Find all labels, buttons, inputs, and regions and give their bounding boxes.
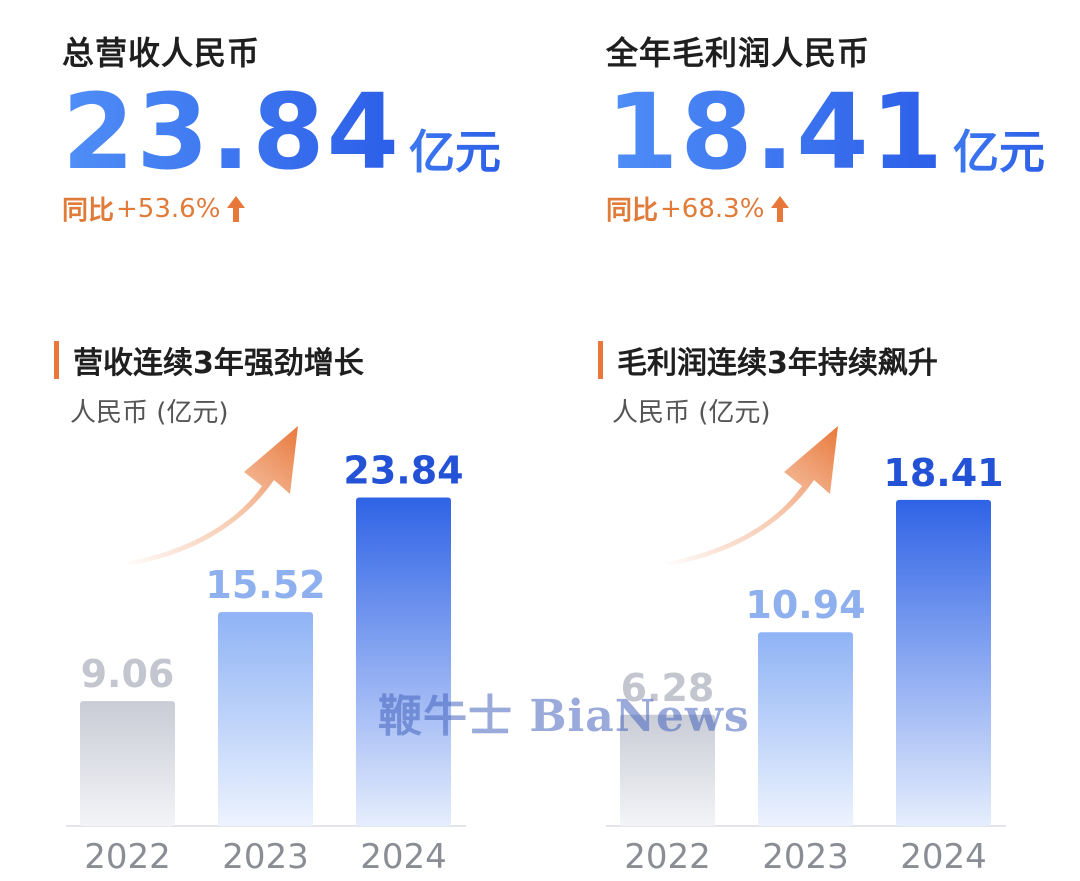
watermark: 鞭牛士 BiaNews bbox=[378, 691, 750, 742]
chart-title: 营收连续3年强劲增长 bbox=[73, 346, 364, 381]
kpi-value: 18.41 bbox=[606, 71, 945, 193]
value-label-2024: 18.41 bbox=[883, 451, 1003, 495]
unit-note: 人民币 (亿元) bbox=[612, 398, 771, 428]
bar-2023 bbox=[218, 612, 313, 826]
kpi-unit: 亿元 bbox=[409, 116, 501, 182]
revenue-bar-chart: 9.06 2022 15.52 2023 23.84 2024 bbox=[66, 426, 466, 877]
kpi-title: 全年毛利润人民币 bbox=[606, 34, 871, 72]
kpi-revenue: 总营收人民币 23.84 亿元 同比 +53.6% bbox=[62, 28, 501, 227]
value-label-2022: 9.06 bbox=[81, 652, 175, 696]
title-accent-bar bbox=[598, 341, 603, 379]
growth-arrow bbox=[126, 426, 298, 566]
yoy-value: +53.6% bbox=[116, 193, 221, 224]
title-accent-bar bbox=[54, 341, 59, 379]
up-arrow-icon bbox=[227, 195, 246, 222]
kpi-gross-profit: 全年毛利润人民币 18.41 亿元 同比 +68.3% bbox=[606, 28, 1045, 227]
tick-label-2022: 2022 bbox=[624, 837, 711, 877]
kpi-value-row: 18.41 亿元 bbox=[606, 80, 1045, 184]
value-label-2024: 23.84 bbox=[343, 449, 463, 493]
bar-2022 bbox=[80, 701, 175, 826]
bar-2024 bbox=[896, 499, 991, 826]
kpi-unit: 亿元 bbox=[953, 116, 1045, 182]
value-label-2023: 10.94 bbox=[745, 583, 865, 627]
value-label-2022: 6.28 bbox=[621, 666, 715, 710]
kpi-yoy: 同比 +68.3% bbox=[606, 190, 1045, 227]
value-label-2023: 15.52 bbox=[205, 563, 325, 607]
kpi-value: 23.84 bbox=[62, 71, 401, 193]
bar-2022 bbox=[620, 714, 715, 826]
kpi-yoy: 同比 +53.6% bbox=[62, 190, 501, 227]
bar-2024 bbox=[356, 497, 451, 826]
unit-note: 人民币 (亿元) bbox=[70, 398, 229, 428]
kpi-value-row: 23.84 亿元 bbox=[62, 80, 501, 184]
up-arrow-icon bbox=[771, 195, 790, 222]
chart-title-gross-profit: 毛利润连续3年持续飙升 bbox=[598, 338, 938, 382]
growth-arrow bbox=[666, 426, 838, 566]
yoy-label: 同比 bbox=[606, 196, 659, 226]
kpi-title: 总营收人民币 bbox=[62, 34, 261, 72]
chart-title: 毛利润连续3年持续飙升 bbox=[617, 346, 938, 381]
chart-title-revenue: 营收连续3年强劲增长 bbox=[54, 338, 364, 382]
gross-profit-bar-chart: 6.28 2022 10.94 2023 18.41 2024 bbox=[606, 426, 1006, 877]
tick-label-2023: 2023 bbox=[222, 837, 309, 877]
tick-label-2024: 2024 bbox=[360, 837, 447, 877]
tick-label-2024: 2024 bbox=[900, 837, 987, 877]
yoy-label: 同比 bbox=[62, 196, 115, 226]
tick-label-2023: 2023 bbox=[762, 837, 849, 877]
yoy-value: +68.3% bbox=[660, 193, 765, 224]
bar-2023 bbox=[758, 632, 853, 826]
tick-label-2022: 2022 bbox=[84, 837, 171, 877]
